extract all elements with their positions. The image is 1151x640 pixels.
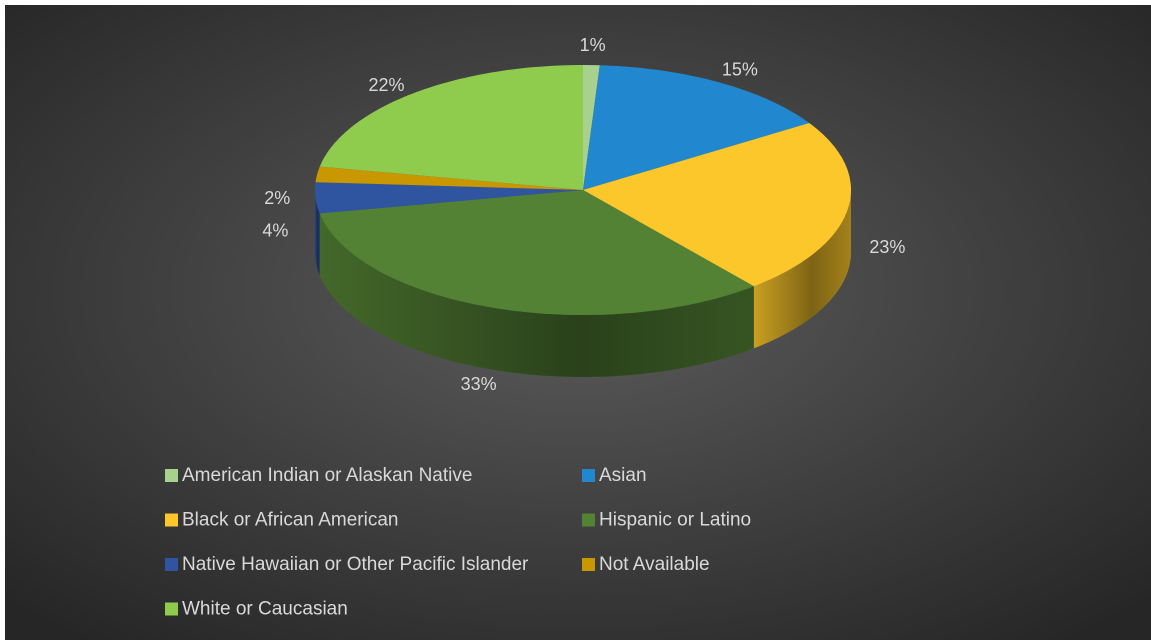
legend-swatch	[165, 513, 178, 527]
legend-label: American Indian or Alaskan Native	[182, 465, 472, 486]
pie-wall-shade	[315, 190, 320, 276]
legend-label: Native Hawaiian or Other Pacific Islande…	[182, 554, 529, 575]
data-label: 15%	[722, 59, 758, 79]
data-label: 23%	[869, 237, 905, 257]
pie-wall-shade	[753, 190, 851, 349]
legend-swatch	[582, 469, 595, 482]
pie-wall-shade	[319, 213, 754, 377]
legend-label: Black or African American	[182, 510, 398, 531]
data-label: 2%	[264, 188, 290, 208]
data-label: 4%	[262, 221, 288, 241]
pie-slice	[583, 65, 810, 190]
legend-swatch	[582, 558, 595, 571]
pie-slice	[315, 182, 583, 214]
data-label: 22%	[369, 75, 405, 95]
pie-slice	[319, 65, 583, 190]
legend-swatch	[165, 469, 178, 482]
legend-swatch	[582, 513, 595, 527]
pie-slice	[583, 123, 851, 287]
legend-label: Not Available	[599, 554, 710, 575]
pie-slice	[583, 65, 600, 190]
data-label: 1%	[580, 35, 606, 55]
legend-swatch	[165, 602, 178, 616]
legend-swatch	[165, 558, 178, 571]
legend-label: Asian	[599, 465, 647, 486]
pie-slice	[319, 190, 754, 315]
legend-label: White or Caucasian	[182, 599, 348, 620]
data-label: 33%	[461, 374, 497, 394]
pie-slice	[315, 166, 583, 190]
legend-label: Hispanic or Latino	[599, 510, 751, 531]
